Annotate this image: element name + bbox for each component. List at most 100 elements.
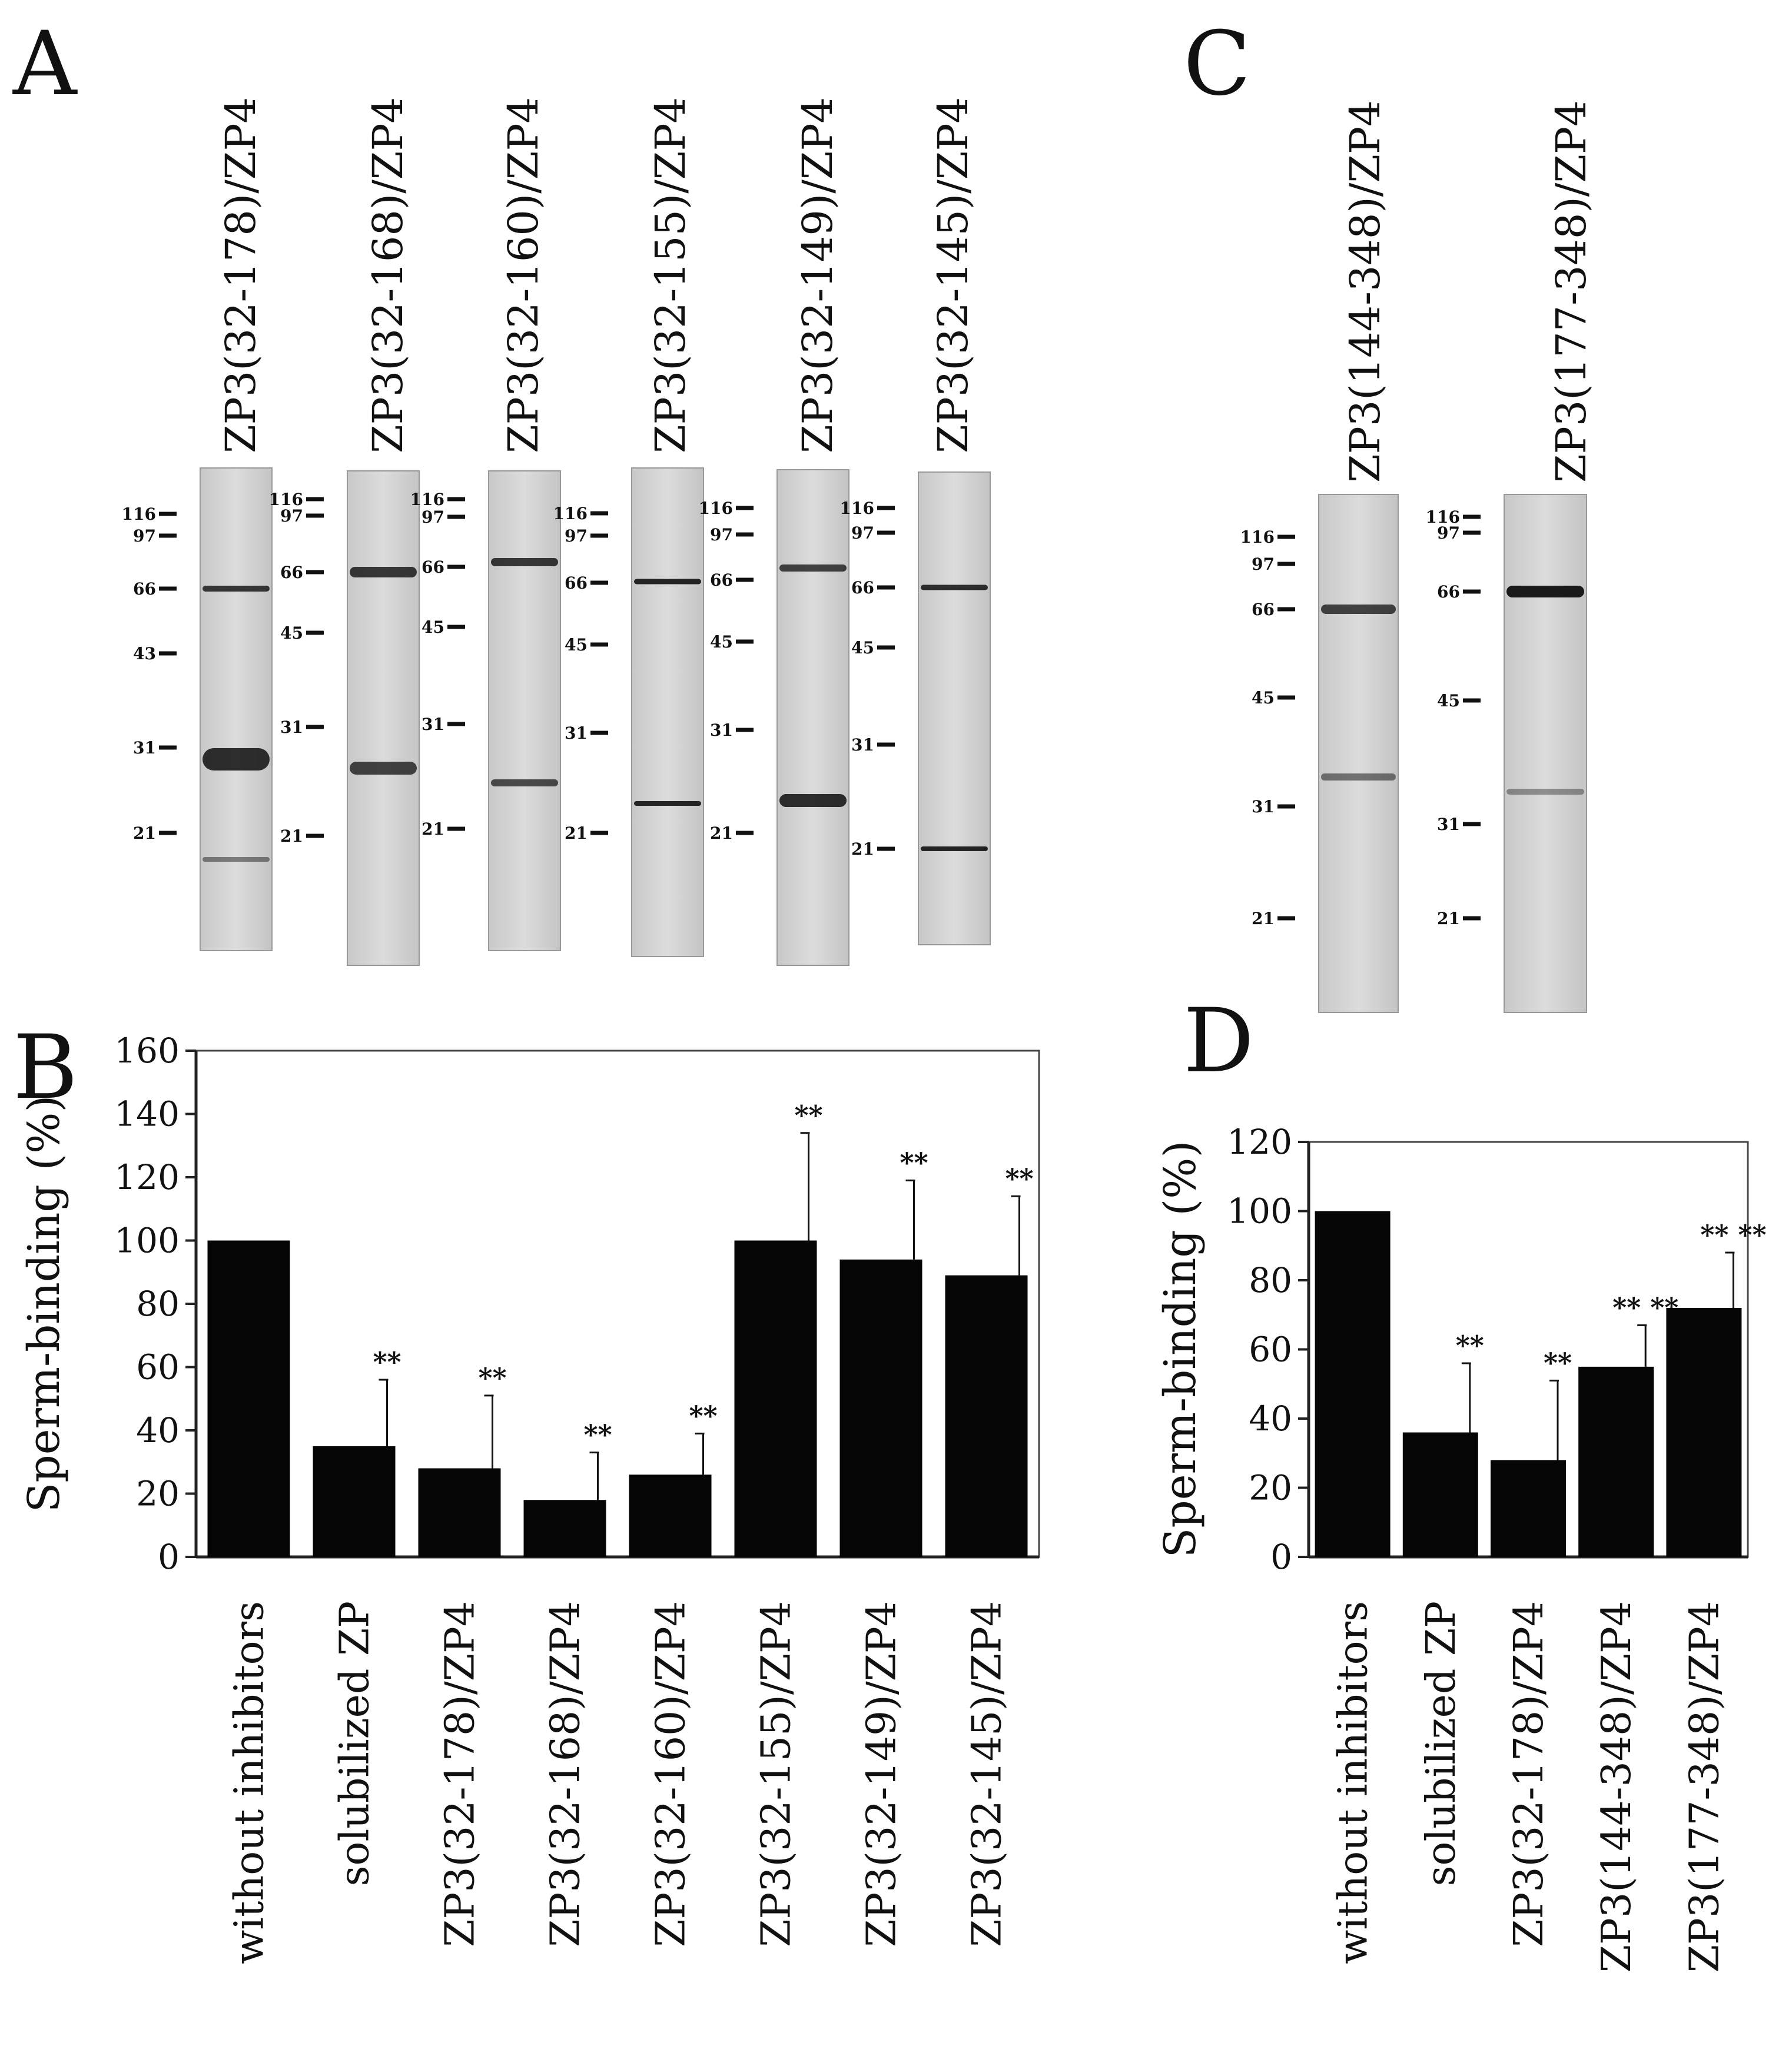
significance-label: ** [689, 1400, 717, 1432]
protein-band [1506, 789, 1584, 795]
panel-letter-b: B [13, 1017, 78, 1119]
bar [1666, 1308, 1742, 1557]
mw-marker-label: 116 [1426, 507, 1460, 527]
y-tick-label: 80 [136, 1284, 180, 1324]
y-axis-title: Sperm-binding (%) [19, 1095, 69, 1513]
gel-lane [1318, 494, 1399, 1013]
bar-chart-d: Sperm-binding (%) 0 20 40 60 80 100 120 without… [1155, 1122, 1767, 1972]
category-label: ZP3(177-348)/ZP4 [1681, 1601, 1728, 1972]
mw-marker-label: 43 [133, 644, 156, 663]
bar [734, 1240, 817, 1557]
panel-letter-d: D [1183, 990, 1254, 1092]
y-tick-label: 40 [1249, 1399, 1292, 1439]
mw-marker-label: 45 [280, 623, 303, 643]
significance-label: ** [583, 1419, 612, 1451]
mw-marker-label: 21 [1252, 909, 1275, 928]
y-tick-label: 20 [136, 1474, 180, 1514]
mw-marker-label: 31 [1252, 797, 1275, 816]
protein-band [491, 779, 558, 786]
bar-chart-b: Sperm-binding (%) 0 20 40 60 80 100 120 140 160 w… [19, 1031, 1040, 1964]
mw-marker-label: 21 [1437, 909, 1460, 928]
y-tick-label: 40 [136, 1410, 180, 1450]
protein-band [921, 846, 988, 851]
gel-label: ZP3(177-348)/ZP4 [1547, 100, 1595, 483]
mw-marker-label: 31 [1437, 815, 1460, 834]
protein-band [1321, 605, 1396, 614]
mw-marker-label: 97 [133, 526, 156, 546]
bar [418, 1468, 501, 1557]
mw-marker-label: 21 [565, 823, 588, 843]
gel-lane [1504, 494, 1587, 1013]
category-label: solubilized ZP [332, 1601, 379, 1886]
significance-label: ** [1456, 1330, 1484, 1361]
y-tick-label: 60 [136, 1347, 180, 1387]
category-label: ZP3(32-178)/ZP4 [1506, 1601, 1552, 1947]
mw-marker-label: 66 [422, 557, 444, 577]
mw-marker-label: 66 [280, 563, 303, 582]
mw-marker-label: 21 [422, 819, 444, 839]
gel-label: ZP3(32-155)/ZP4 [646, 97, 695, 453]
gel-lanes-panel-a: 1169766433121116976645312111697664531211… [122, 467, 991, 966]
bar [1578, 1366, 1654, 1557]
gel-lane [631, 467, 704, 957]
mw-marker-label: 45 [422, 617, 444, 637]
mw-marker-label: 66 [133, 579, 156, 599]
mw-marker-label: 116 [269, 490, 303, 509]
mw-marker-label: 116 [1240, 527, 1275, 547]
y-tick-label: 0 [158, 1537, 180, 1577]
y-tick-label: 120 [1227, 1122, 1292, 1162]
mw-marker-label: 45 [710, 632, 733, 652]
mw-marker-label: 116 [699, 499, 733, 518]
gel-lane [488, 470, 561, 951]
y-tick-label: 80 [1249, 1260, 1292, 1300]
bar [945, 1275, 1028, 1557]
significance-label: ** [1005, 1163, 1033, 1194]
mw-marker-label: 97 [565, 526, 588, 546]
mw-marker-label: 97 [1437, 523, 1460, 543]
protein-band [203, 748, 270, 771]
mw-marker-label: 97 [422, 507, 444, 527]
y-tick-label: 60 [1249, 1330, 1292, 1370]
gel-label: ZP3(32-149)/ZP4 [794, 97, 842, 453]
gel-label: ZP3(32-145)/ZP4 [929, 97, 977, 453]
mw-marker-label: 97 [710, 525, 733, 544]
mw-marker-label: 21 [280, 826, 303, 846]
mw-marker-label: 21 [133, 823, 156, 843]
gel-lane [200, 467, 273, 951]
gel-label: ZP3(144-348)/ZP4 [1341, 100, 1389, 483]
y-tick-label: 120 [114, 1157, 180, 1197]
mw-marker-label: 97 [280, 506, 303, 526]
mw-marker-label: 116 [410, 490, 444, 509]
protein-band [779, 794, 847, 807]
y-tick-label: 160 [114, 1031, 180, 1071]
gel-lane [918, 471, 991, 945]
gel-label: ZP3(32-178)/ZP4 [217, 97, 265, 453]
mw-marker-label: 116 [553, 504, 588, 523]
mw-marker-label: 31 [565, 723, 588, 743]
protein-band [779, 564, 847, 572]
significance-label: ** [373, 1346, 401, 1378]
mw-marker-label: 66 [1252, 600, 1275, 619]
mw-marker-label: 31 [851, 735, 874, 755]
protein-band [203, 857, 270, 862]
category-label: ZP3(32-168)/ZP4 [543, 1601, 589, 1947]
bar [1315, 1211, 1391, 1557]
protein-band [921, 585, 988, 590]
bar [313, 1446, 396, 1557]
y-axis-title: Sperm-binding (%) [1155, 1141, 1206, 1558]
bar [1402, 1432, 1478, 1557]
gel-lane [776, 469, 849, 966]
panel-letter-a: A [12, 13, 78, 115]
panel-letter-c: C [1183, 13, 1251, 115]
mw-marker-label: 66 [851, 578, 874, 597]
significance-label: ** [900, 1147, 928, 1178]
mw-marker-label: 66 [710, 570, 733, 590]
category-label: ZP3(32-145)/ZP4 [964, 1601, 1011, 1947]
significance-label: ** [794, 1100, 822, 1131]
bar [839, 1259, 922, 1557]
mw-marker-label: 97 [1252, 554, 1275, 574]
significance-label: ** [1544, 1347, 1572, 1379]
protein-band [491, 558, 558, 566]
